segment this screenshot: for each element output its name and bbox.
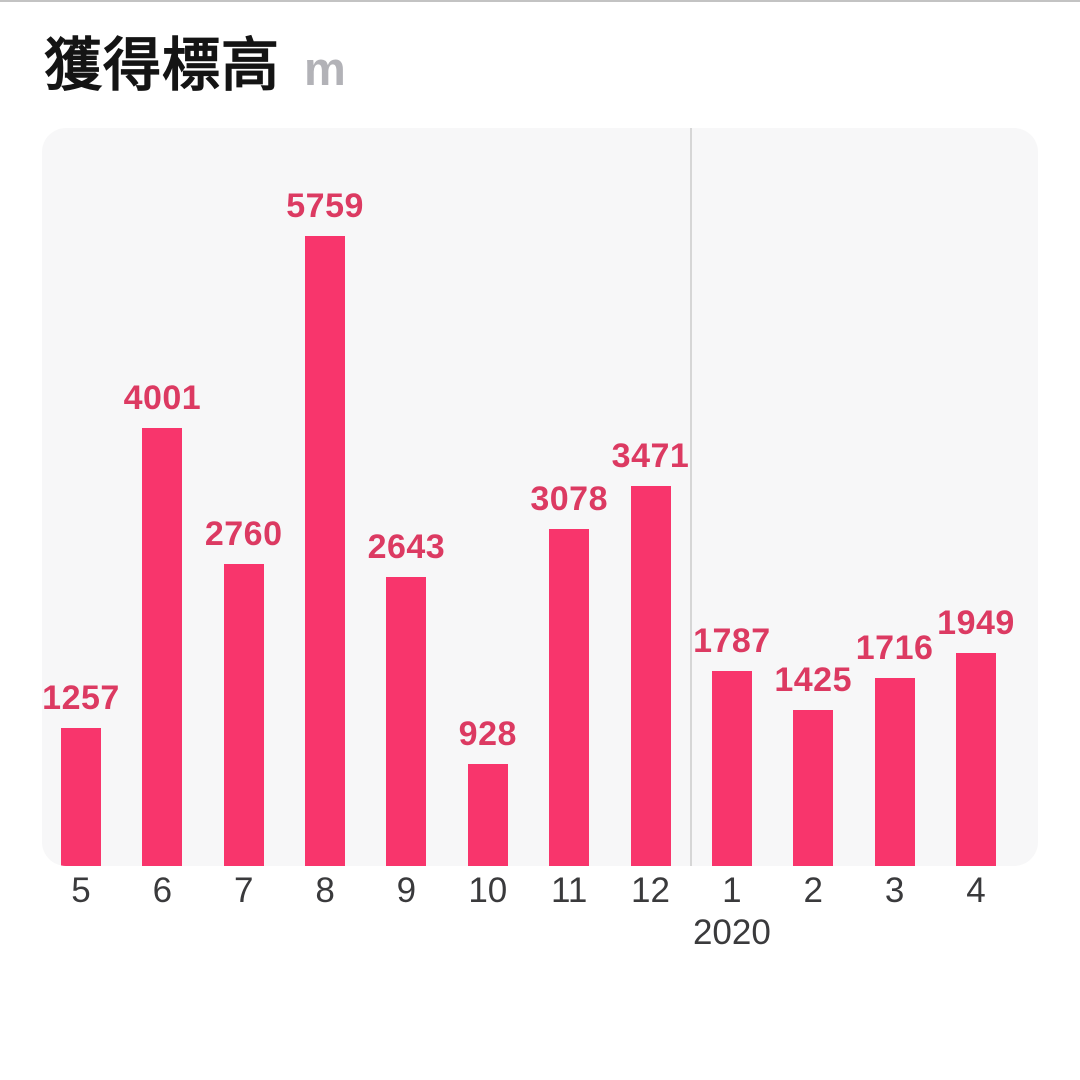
bar-value-label: 1425: [774, 661, 852, 699]
bar-month-1: [711, 671, 752, 866]
bar-value-label: 4001: [123, 379, 202, 417]
page-title: 獲得標高: [44, 33, 281, 98]
x-axis-label: 10: [468, 871, 508, 910]
x-axis-label: 1: [722, 871, 742, 910]
x-axis-label: 6: [152, 871, 173, 910]
bar-month-12: [630, 486, 671, 866]
unit-label: m: [304, 42, 346, 95]
bar-month-7: [223, 564, 264, 866]
bar-month-6: [142, 428, 183, 866]
bar-value-label: 1716: [855, 629, 934, 667]
bar-month-9: [386, 577, 427, 866]
x-axis-label: 8: [315, 871, 335, 910]
x-axis-label: 9: [396, 871, 417, 910]
x-axis-label: 4: [966, 871, 986, 910]
bar-month-8: [305, 236, 346, 866]
bar-month-5: [61, 728, 101, 866]
bar-month-3: [874, 678, 915, 866]
year-label: 2020: [692, 913, 771, 952]
bar-month-10: [467, 764, 508, 866]
bar-value-label: 2760: [204, 515, 283, 553]
elevation-gain-bar-chart: 1257 4001 2760 5759 2643 928 3078 3471 1787 1425 1…: [42, 128, 1038, 998]
x-axis-label: 5: [71, 871, 91, 910]
top-divider-line: [0, 0, 1080, 2]
bar-value-label: 1949: [937, 604, 1015, 642]
x-axis-label: 2: [803, 871, 823, 910]
bar-value-label: 2643: [367, 528, 446, 566]
bar-month-2: [793, 710, 834, 866]
x-axis-label: 7: [233, 871, 254, 910]
chart-plot: 1257 4001 2760 5759 2643 928 3078 3471 1787 1425 1…: [42, 128, 1038, 866]
x-axis-label: 3: [884, 871, 905, 910]
bar-month-4: [956, 653, 996, 866]
year-divider-line: [690, 128, 693, 866]
bar-value-label: 1787: [693, 622, 771, 660]
bar-value-label: 1257: [42, 679, 120, 717]
bar-value-label: 5759: [286, 187, 364, 225]
chart-header: 獲得標高 m: [44, 34, 346, 98]
x-axis-label: 12: [631, 871, 670, 910]
x-axis-label: 11: [551, 871, 588, 910]
bar-value-label: 928: [458, 715, 517, 753]
x-axis: 5 6 7 8 9 10 11 12 1 2 3 4 2020: [42, 872, 1038, 972]
bar-month-11: [549, 529, 590, 866]
bar-value-label: 3078: [530, 480, 608, 518]
bar-value-label: 3471: [611, 437, 690, 475]
